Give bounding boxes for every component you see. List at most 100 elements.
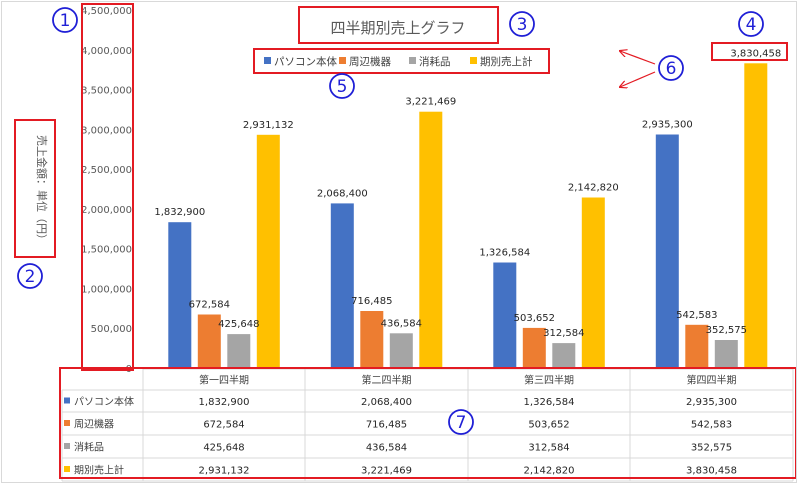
callout-circle [329, 73, 355, 99]
arrow-upper [620, 51, 656, 65]
y-tick-label: 2,000,000 [81, 205, 132, 216]
table-header-cell: 第一四半期 [199, 374, 249, 387]
data-label: 436,584 [381, 318, 422, 329]
bar [227, 334, 251, 368]
table-cell: 312,584 [528, 443, 569, 454]
y-tick-label: 1,500,000 [81, 245, 132, 256]
legend: パソコン本体 周辺機器 消耗品 期別売上計 [264, 55, 533, 68]
data-label: 1,832,900 [154, 207, 205, 218]
table-row-swatch [64, 397, 70, 404]
legend-swatch [339, 57, 346, 64]
legend-label: 消耗品 [419, 55, 451, 68]
annotation-box-ylabel [14, 119, 56, 258]
table-cell: 2,931,132 [199, 466, 250, 477]
callout-circle [509, 11, 535, 37]
table-row-label: パソコン本体 [74, 395, 134, 408]
bars [168, 63, 768, 369]
legend-swatch [264, 57, 271, 64]
legend-label: 周辺機器 [349, 55, 391, 68]
bar [685, 324, 709, 368]
table-header-cell: 第二四半期 [362, 374, 412, 387]
callout-circle [52, 7, 78, 33]
table-row-swatch [64, 420, 70, 426]
table-cell: 672,584 [203, 420, 244, 431]
callout-number: 4 [746, 15, 757, 35]
data-label: 672,584 [189, 300, 230, 311]
bar [552, 343, 576, 368]
bar [168, 222, 192, 368]
bar [360, 311, 384, 368]
y-tick-label: 500,000 [91, 324, 132, 335]
y-tick-label: 4,000,000 [81, 46, 132, 57]
callout-number: 7 [456, 413, 467, 433]
legend-label: 期別売上計 [480, 55, 533, 68]
legend-swatch [409, 57, 416, 64]
table-cell: 542,583 [691, 420, 732, 431]
arrow-lower [620, 71, 656, 87]
table-cell: 2,935,300 [686, 397, 737, 408]
annotation-box-legend [253, 48, 550, 74]
bar [655, 134, 679, 368]
bar [493, 262, 517, 368]
bar [256, 134, 280, 368]
legend-label: パソコン本体 [274, 55, 337, 68]
table-cell: 1,832,900 [199, 397, 250, 408]
data-label: 312,584 [543, 328, 584, 339]
data-label: 3,221,469 [405, 97, 456, 108]
table-cell: 352,575 [691, 443, 732, 454]
y-tick-label: 3,500,000 [81, 86, 132, 97]
data-label: 503,652 [514, 313, 555, 324]
callout-number: 6 [666, 59, 677, 79]
table-cell: 716,485 [366, 420, 407, 431]
table-row-label: 消耗品 [74, 441, 104, 454]
callout-circle [658, 55, 684, 81]
table-header-cell: 第三四半期 [524, 374, 574, 387]
table-row-label: 周辺機器 [74, 418, 114, 431]
data-label: 2,142,820 [568, 183, 619, 194]
callout-number: 2 [25, 267, 36, 287]
callout-circle [448, 409, 474, 435]
bar [744, 63, 768, 369]
chart-title: 四半期別売上グラフ [330, 19, 465, 37]
callout-number: 5 [337, 77, 348, 97]
table-cell: 3,830,458 [686, 466, 737, 477]
y-tick-label: 2,500,000 [81, 165, 132, 176]
data-label: 2,068,400 [317, 188, 368, 199]
bar [419, 111, 443, 368]
data-label: 352,575 [706, 325, 747, 336]
bar [197, 314, 221, 368]
data-label: 2,931,132 [243, 120, 294, 131]
table-cell: 2,068,400 [361, 397, 412, 408]
y-tick-label: 3,000,000 [81, 125, 132, 136]
table-cell: 503,652 [528, 420, 569, 431]
callout-circle [17, 263, 43, 289]
bar [330, 203, 354, 368]
callout-number: 3 [517, 15, 528, 35]
annotation-box-datalabel [711, 42, 788, 61]
callouts: 1 2 3 4 5 6 7 [17, 7, 764, 435]
callout-number: 1 [60, 11, 71, 31]
data-label: 425,648 [218, 319, 259, 330]
table-row-label: 期別売上計 [74, 464, 124, 477]
bar [714, 340, 738, 368]
table-row-swatch [64, 466, 70, 472]
table-cell: 425,648 [203, 443, 244, 454]
data-label: 2,935,300 [642, 120, 693, 131]
bar [389, 333, 413, 368]
table-cell: 2,142,820 [524, 466, 575, 477]
data-label: 542,583 [676, 310, 717, 321]
data-label: 3,830,458 [730, 48, 781, 59]
annotation-box-axis [81, 3, 134, 371]
y-axis-label: 売上金額：単位（円） [35, 135, 49, 245]
legend-swatch [470, 57, 477, 64]
callout-circle [738, 11, 764, 37]
table-cell: 436,584 [366, 443, 407, 454]
bar [581, 197, 605, 368]
data-label: 1,326,584 [479, 248, 530, 259]
table-cell: 1,326,584 [524, 397, 575, 408]
bar [522, 327, 546, 368]
annotation-box-title [298, 6, 499, 44]
